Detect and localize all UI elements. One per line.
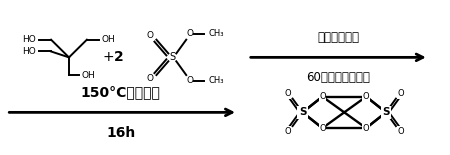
Text: O: O xyxy=(284,126,291,135)
Text: O: O xyxy=(398,89,404,98)
Text: O: O xyxy=(187,76,194,85)
Text: OH: OH xyxy=(102,35,116,44)
Text: S: S xyxy=(299,107,306,117)
Text: HO: HO xyxy=(22,35,36,44)
Text: S: S xyxy=(169,52,176,62)
Text: 催化剂和溶剂: 催化剂和溶剂 xyxy=(317,31,359,44)
Text: CH₃: CH₃ xyxy=(208,29,224,38)
Text: O: O xyxy=(147,31,154,40)
Text: O: O xyxy=(363,124,369,133)
Text: +: + xyxy=(103,50,115,64)
Text: O: O xyxy=(319,124,326,133)
Text: HO: HO xyxy=(22,47,36,56)
Text: 16h: 16h xyxy=(106,126,135,140)
Text: 60摄氏度搅拌溶解: 60摄氏度搅拌溶解 xyxy=(306,71,370,84)
Text: O: O xyxy=(284,89,291,98)
Text: O: O xyxy=(147,74,154,84)
Text: 2: 2 xyxy=(114,50,124,64)
Text: O: O xyxy=(398,126,404,135)
Text: S: S xyxy=(382,107,390,117)
Text: O: O xyxy=(363,92,369,101)
Text: 150°C回流反应: 150°C回流反应 xyxy=(81,86,161,100)
Text: CH₃: CH₃ xyxy=(208,76,224,85)
Text: O: O xyxy=(187,29,194,38)
Text: O: O xyxy=(319,92,326,101)
Text: OH: OH xyxy=(82,71,96,80)
